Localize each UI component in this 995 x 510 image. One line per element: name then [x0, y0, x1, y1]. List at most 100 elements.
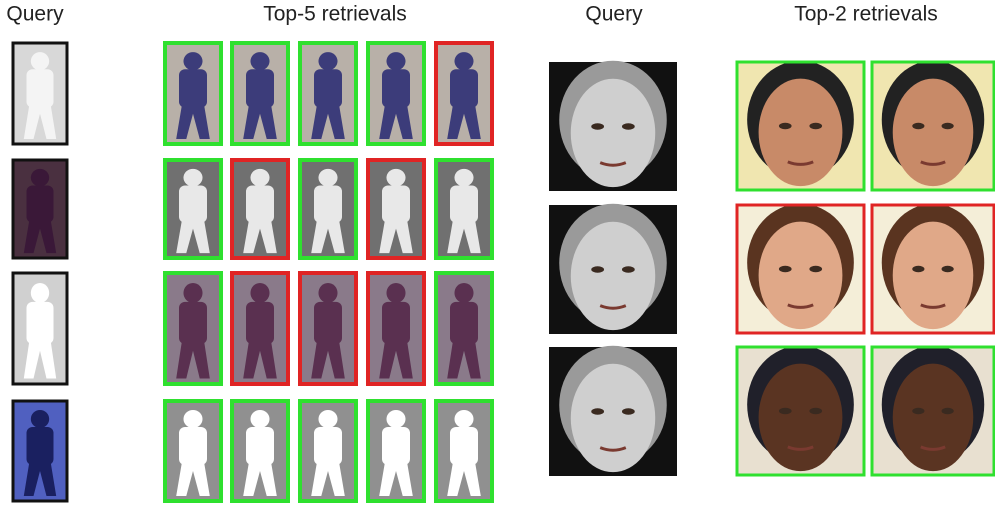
torso — [382, 185, 410, 222]
eye — [809, 123, 822, 129]
face — [893, 222, 974, 330]
face-image — [737, 61, 864, 190]
eye — [779, 123, 792, 129]
person-image — [13, 160, 67, 258]
person-image — [232, 160, 288, 258]
eye — [622, 123, 635, 129]
torso — [27, 185, 54, 222]
torso — [246, 185, 274, 222]
eye — [779, 408, 792, 414]
torso — [382, 427, 410, 465]
eye — [622, 408, 635, 414]
face — [893, 79, 974, 187]
eye — [809, 266, 822, 272]
eye — [622, 266, 635, 272]
person-image — [436, 401, 492, 501]
head — [318, 283, 337, 303]
person-image — [232, 401, 288, 501]
head — [454, 283, 473, 303]
person-image — [368, 160, 424, 258]
heading: Top-2 retrievals — [794, 3, 938, 26]
head — [250, 283, 269, 303]
torso — [179, 185, 207, 222]
head — [454, 52, 473, 70]
page: {"left_panel": {"query_heading": "Query"… — [0, 0, 995, 510]
head — [318, 410, 337, 428]
person-image — [436, 43, 492, 144]
head — [31, 283, 49, 303]
eye — [912, 266, 924, 272]
head — [386, 52, 405, 70]
torso — [314, 69, 342, 107]
torso — [450, 185, 478, 222]
torso — [450, 69, 478, 107]
head — [183, 410, 202, 428]
torso — [450, 302, 478, 344]
head — [386, 283, 405, 303]
person-image — [300, 401, 356, 501]
head — [454, 169, 473, 187]
face-image — [872, 346, 994, 475]
eye — [912, 408, 924, 414]
torso — [179, 302, 207, 344]
head — [318, 52, 337, 70]
torso — [246, 427, 274, 465]
person-image — [368, 43, 424, 144]
head — [250, 169, 269, 187]
torso — [179, 427, 207, 465]
head — [183, 283, 202, 303]
heading: Query — [585, 3, 643, 26]
person-image — [13, 273, 67, 384]
person-image — [165, 43, 221, 144]
eye — [942, 123, 954, 129]
person-image — [368, 401, 424, 501]
face-image — [872, 204, 994, 333]
face-image — [549, 346, 677, 476]
head — [31, 52, 49, 70]
person-image — [232, 273, 288, 384]
torso — [179, 69, 207, 107]
person-image — [300, 273, 356, 384]
heading: Top-5 retrievals — [263, 3, 407, 26]
face — [571, 222, 655, 330]
torso — [314, 302, 342, 344]
person-image — [300, 43, 356, 144]
face-image — [872, 61, 994, 190]
person-image — [165, 401, 221, 501]
eye — [809, 408, 822, 414]
torso — [27, 302, 54, 344]
eye — [591, 266, 604, 272]
torso — [246, 302, 274, 344]
face — [571, 79, 655, 187]
head — [250, 52, 269, 70]
head — [454, 410, 473, 428]
torso — [314, 427, 342, 465]
face — [759, 79, 843, 187]
face — [759, 222, 843, 330]
face-image — [549, 204, 677, 334]
torso — [314, 185, 342, 222]
head — [183, 169, 202, 187]
face-image — [737, 204, 864, 333]
torso — [27, 69, 54, 107]
eye — [942, 266, 954, 272]
torso — [246, 69, 274, 107]
face — [571, 364, 655, 472]
head — [386, 410, 405, 428]
person-image — [13, 43, 67, 144]
heading: Query — [6, 3, 64, 26]
face-image — [737, 346, 864, 475]
eye — [912, 123, 924, 129]
person-image — [300, 160, 356, 258]
face-image — [549, 61, 677, 191]
head — [31, 410, 49, 428]
head — [183, 52, 202, 70]
face — [893, 364, 974, 472]
person-image — [13, 401, 67, 501]
face — [759, 364, 843, 472]
torso — [382, 302, 410, 344]
torso — [27, 427, 54, 465]
eye — [779, 266, 792, 272]
person-image — [436, 160, 492, 258]
eye — [942, 408, 954, 414]
